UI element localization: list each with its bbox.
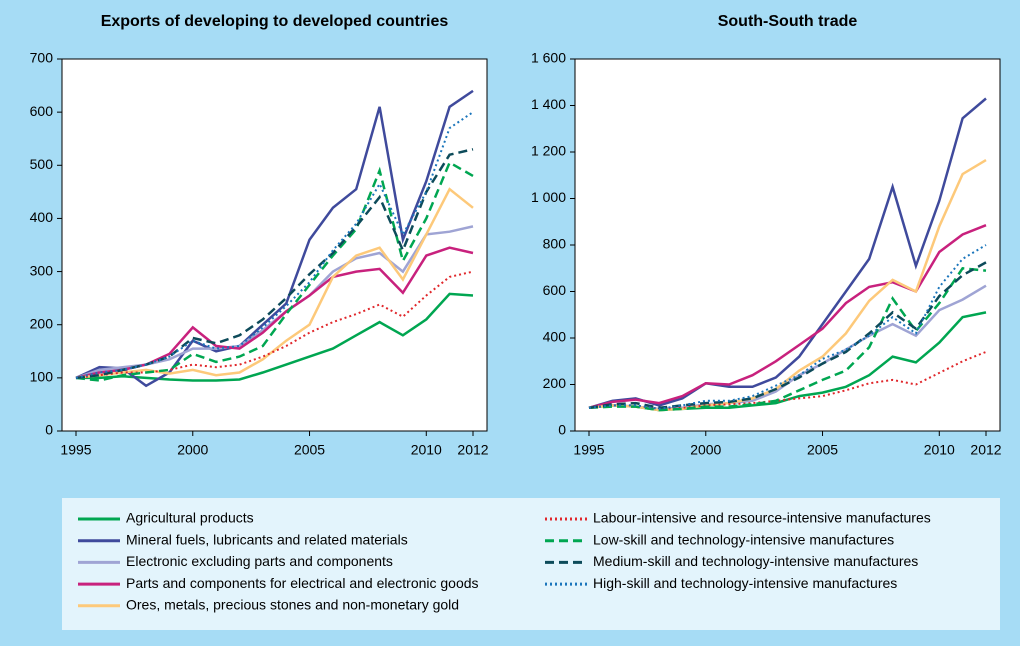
legend-box (62, 498, 1000, 630)
x-tick-label: 2005 (807, 442, 838, 458)
chart-title: South-South trade (718, 13, 858, 30)
y-tick-label: 600 (30, 103, 54, 119)
y-tick-label: 400 (543, 329, 567, 345)
series-line (75, 187, 474, 380)
plot-area (574, 58, 1001, 432)
y-tick-label: 800 (543, 236, 567, 252)
y-tick-label: 100 (30, 369, 54, 385)
series-line (588, 224, 987, 410)
x-tick-label: 2000 (177, 442, 208, 458)
series-line (75, 148, 474, 380)
series-line (588, 159, 987, 412)
x-tick-label: 2000 (690, 442, 721, 458)
legend-label: Low-skill and technology-intensive manuf… (593, 531, 894, 547)
x-tick-label: 2010 (924, 442, 955, 458)
x-tick-label: 2005 (294, 442, 325, 458)
legend-label: High-skill and technology-intensive manu… (593, 575, 897, 591)
y-tick-label: 0 (45, 422, 53, 438)
legend-label: Electronic excluding parts and component… (126, 553, 393, 569)
series-line (75, 270, 474, 379)
y-tick-label: 1 400 (531, 96, 566, 112)
legend-label: Mineral fuels, lubricants and related ma… (126, 531, 408, 547)
series-line (75, 160, 474, 382)
y-tick-label: 300 (30, 262, 54, 278)
y-tick-label: 1 200 (531, 143, 566, 159)
series-line (75, 89, 474, 388)
y-tick-label: 700 (30, 50, 54, 66)
x-tick-label: 2012 (970, 442, 1001, 458)
series-line (588, 266, 987, 412)
x-tick-label: 1995 (573, 442, 604, 458)
x-tick-label: 1995 (60, 442, 91, 458)
chart-title: Exports of developing to developed count… (101, 13, 449, 30)
series-line (75, 246, 474, 380)
y-tick-label: 500 (30, 156, 54, 172)
y-tick-label: 200 (543, 375, 567, 391)
series-line (76, 292, 474, 382)
legend-label: Medium-skill and technology-intensive ma… (593, 553, 918, 569)
y-tick-label: 200 (30, 315, 54, 331)
y-tick-label: 1 600 (531, 50, 566, 66)
y-tick-label: 1 000 (531, 189, 566, 205)
legend-label: Agricultural products (126, 510, 254, 526)
legend-label: Labour-intensive and resource-intensive … (593, 510, 931, 526)
x-tick-label: 2012 (457, 442, 488, 458)
y-tick-label: 0 (558, 422, 566, 438)
legend-label: Ores, metals, precious stones and non-mo… (126, 597, 459, 613)
series-line (588, 261, 987, 410)
y-tick-label: 600 (543, 282, 567, 298)
x-tick-label: 2010 (411, 442, 442, 458)
series-line (588, 244, 987, 410)
legend-label: Parts and components for electrical and … (126, 575, 479, 591)
y-tick-label: 400 (30, 209, 54, 225)
series-line (588, 97, 987, 409)
